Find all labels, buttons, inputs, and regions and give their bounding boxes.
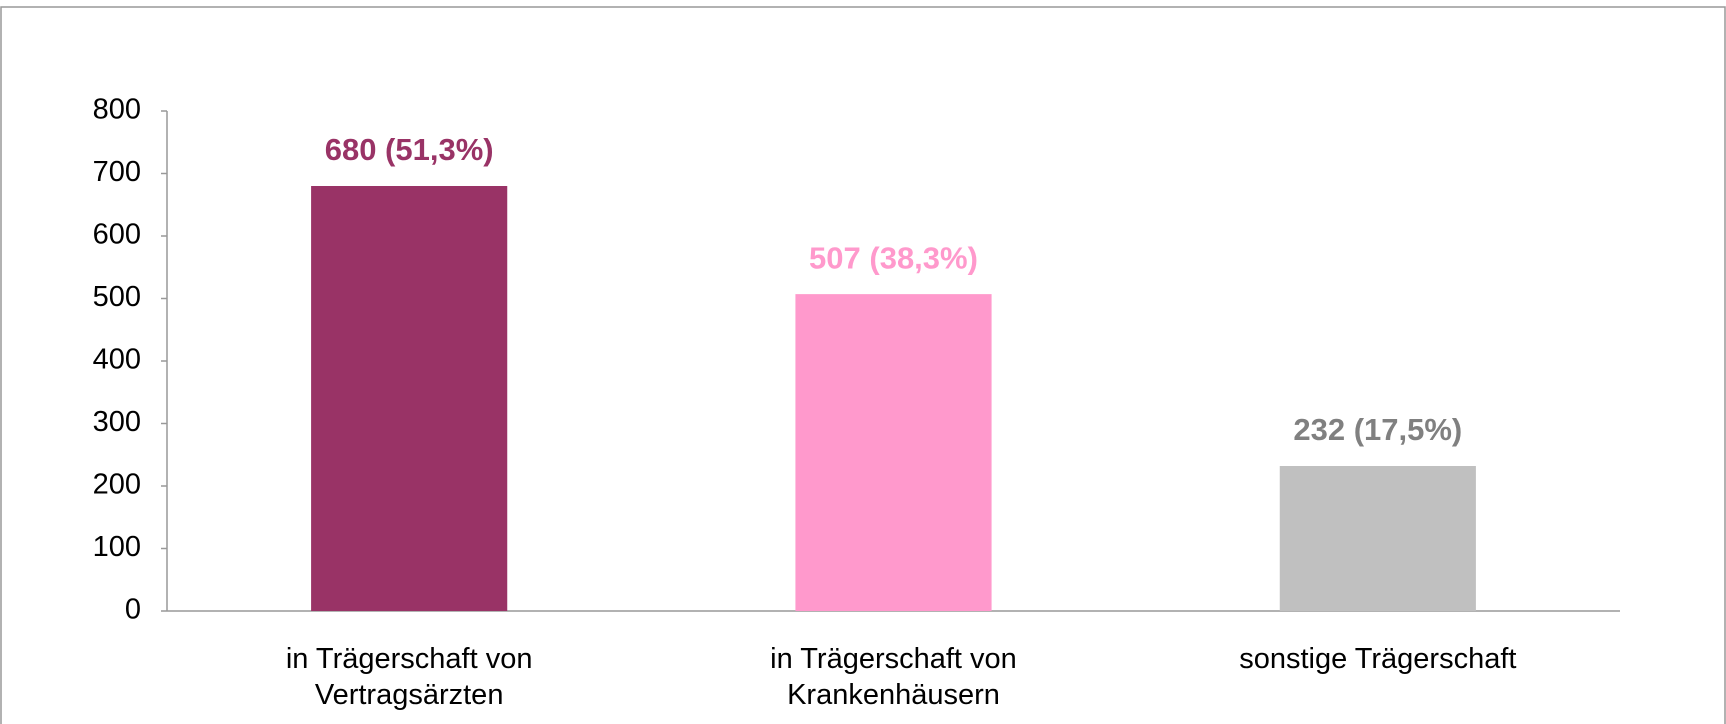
y-tick-label: 800 [93,94,141,126]
bar [795,294,992,611]
bar [1279,466,1476,611]
y-tick-label: 400 [93,344,141,376]
chart-border [0,6,1726,724]
y-tick-label: 200 [93,469,141,501]
bar [311,186,508,611]
x-tick-label: in Trägerschaft von Vertragsärzten [285,643,533,711]
y-tick-label: 700 [93,156,141,188]
x-tick-label: sonstige Trägerschaft [1239,643,1517,675]
x-tick-label: in Trägerschaft von Krankenhäusern [770,643,1017,711]
data-label: 232 (17,5%) [1293,412,1462,447]
y-tick-label: 0 [125,594,141,626]
data-label: 507 (38,3%) [809,240,978,275]
y-tick-label: 600 [93,219,141,251]
data-label: 680 (51,3%) [325,132,494,167]
y-tick-label: 100 [93,531,141,563]
y-tick-label: 500 [93,281,141,313]
y-tick-label: 300 [93,406,141,438]
